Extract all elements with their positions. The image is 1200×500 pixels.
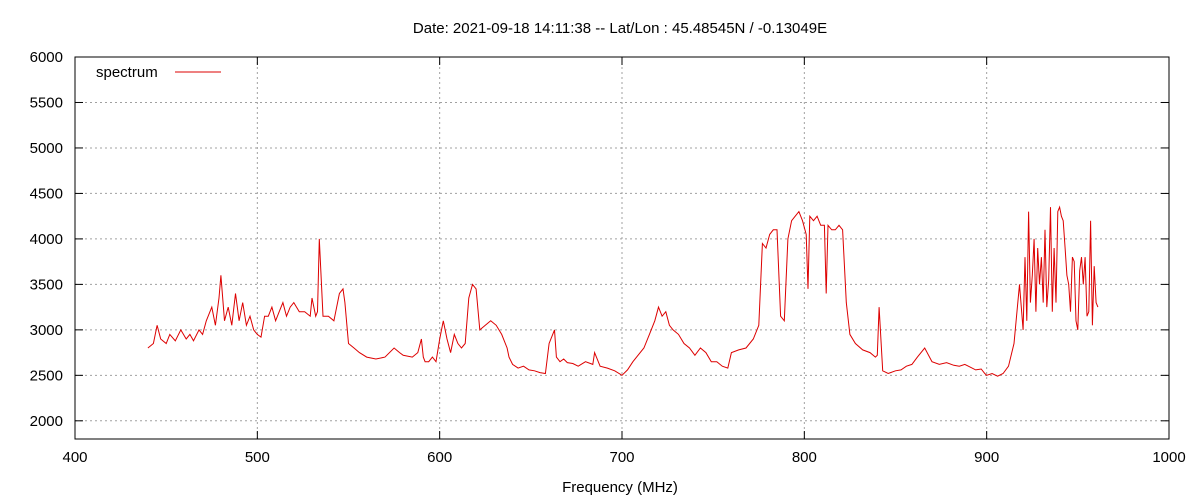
y-tick-label: 5500	[30, 94, 63, 111]
grid-lines	[74, 56, 1170, 439]
x-axis-label: Frequency (MHz)	[562, 479, 678, 496]
y-tick-label: 3000	[30, 322, 63, 339]
y-tick-label: 5000	[30, 140, 63, 157]
y-tick-label: 2500	[30, 367, 63, 384]
x-tick-label: 700	[609, 449, 634, 466]
y-tick-label: 2000	[30, 413, 63, 430]
y-tick-label: 3500	[30, 276, 63, 293]
x-tick-label: 500	[245, 449, 270, 466]
y-tick-label: 4000	[30, 231, 63, 248]
x-tick-label: 1000	[1152, 449, 1185, 466]
legend: spectrum	[96, 64, 221, 81]
x-tick-label: 600	[427, 449, 452, 466]
y-tick-label: 6000	[30, 49, 63, 66]
y-axis-ticks: 2000 2500 3000 3500 4000 4500 5000 5500 6000	[30, 49, 1169, 430]
spectrum-series-line	[147, 205, 1099, 377]
y-tick-label: 4500	[30, 185, 63, 202]
chart-title: Date: 2021-09-18 14:11:38 -- Lat/Lon : 4…	[413, 20, 827, 37]
plot-frame	[74, 56, 1170, 440]
x-tick-label: 800	[792, 449, 817, 466]
x-tick-label: 900	[974, 449, 999, 466]
legend-label-spectrum: spectrum	[96, 64, 158, 81]
x-tick-label: 400	[62, 449, 87, 466]
x-axis-ticks: 400 500 600 700 800 900 1000	[62, 57, 1186, 466]
